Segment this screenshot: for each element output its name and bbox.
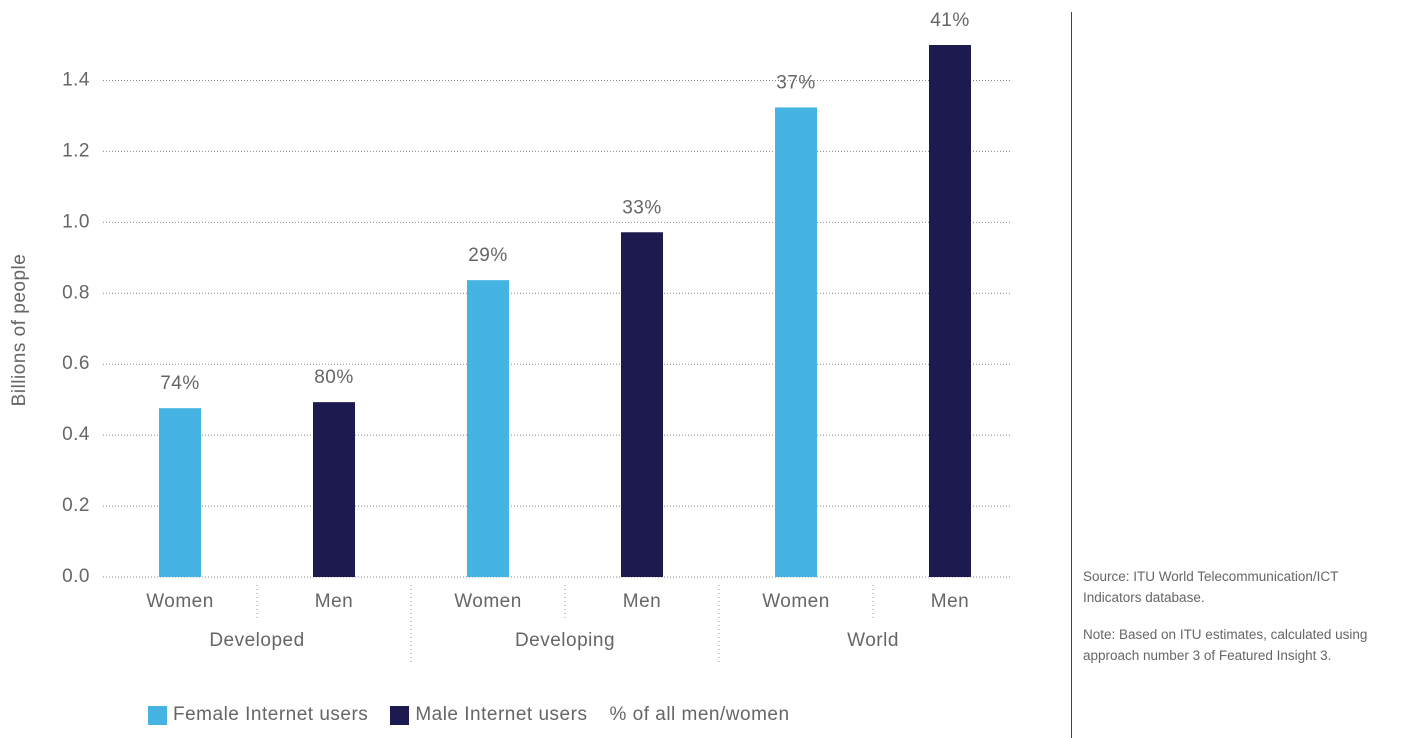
value-label: 33% bbox=[622, 197, 662, 218]
group-label: Developed bbox=[209, 630, 304, 651]
divider bbox=[1071, 12, 1072, 738]
legend-swatch bbox=[148, 705, 167, 725]
bar bbox=[621, 232, 663, 577]
bar bbox=[775, 107, 817, 578]
value-label: 80% bbox=[314, 367, 354, 388]
value-label: 41% bbox=[930, 10, 970, 31]
x-tick-label: Men bbox=[623, 591, 661, 612]
y-tick-label: 0.2 bbox=[62, 495, 90, 516]
bar bbox=[159, 408, 201, 577]
legend: Female Internet users Male Internet users… bbox=[148, 704, 790, 726]
legend-item: Female Internet users bbox=[148, 704, 368, 726]
y-tick-label: 0.0 bbox=[62, 566, 90, 587]
sidebar: Source: ITU World Telecommunication/ICT … bbox=[1083, 566, 1383, 682]
value-label: 37% bbox=[776, 72, 816, 93]
group-label: World bbox=[847, 630, 899, 651]
value-label: 74% bbox=[160, 373, 200, 394]
legend-label: Male Internet users bbox=[415, 704, 588, 725]
legend-swatch bbox=[390, 705, 410, 725]
y-tick-label: 0.4 bbox=[62, 424, 90, 445]
bar bbox=[467, 280, 509, 577]
y-tick-label: 1.2 bbox=[62, 140, 90, 161]
y-tick-label: 0.8 bbox=[62, 282, 90, 303]
x-tick-label: Women bbox=[454, 591, 522, 612]
legend-label: % of all men/women bbox=[609, 704, 790, 725]
y-axis-title: Billions of people bbox=[9, 254, 30, 407]
legend-label: Female Internet users bbox=[173, 704, 369, 725]
bar bbox=[929, 45, 971, 577]
group-label: Developing bbox=[515, 630, 615, 651]
legend-item: % of all men/women bbox=[609, 704, 789, 726]
y-tick-label: 0.6 bbox=[62, 353, 90, 374]
legend-item: Male Internet users bbox=[390, 704, 587, 726]
y-tick-label: 1.4 bbox=[62, 69, 90, 90]
note: Note: Based on ITU estimates, calculated… bbox=[1083, 627, 1368, 663]
value-label: 29% bbox=[468, 245, 508, 266]
x-tick-label: Men bbox=[315, 591, 353, 612]
y-tick-label: 1.0 bbox=[62, 211, 90, 232]
bar bbox=[313, 402, 355, 577]
source-note: Source: ITU World Telecommunication/ICT … bbox=[1083, 569, 1339, 605]
chart: Billions of people 0.0 0.2 0.4 0.6 0.8 1.0 1.2… bbox=[9, 10, 1010, 665]
x-tick-label: Men bbox=[931, 591, 969, 612]
x-tick-label: Women bbox=[762, 591, 830, 612]
x-tick-label: Women bbox=[146, 591, 214, 612]
